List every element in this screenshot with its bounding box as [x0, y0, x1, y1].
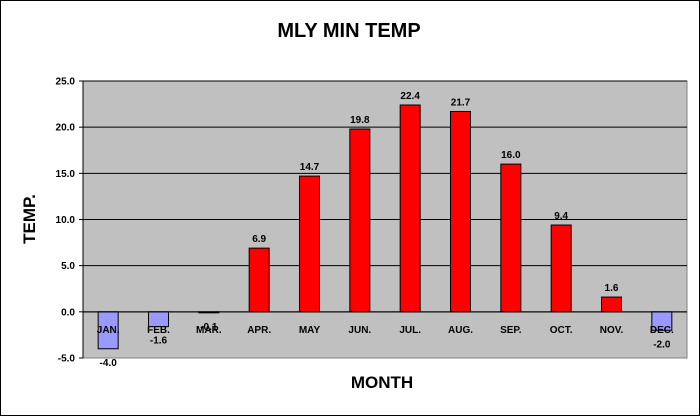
- x-category-label: JUL.: [399, 325, 421, 336]
- x-category-label: JAN.: [97, 325, 120, 336]
- data-label: -4.0: [100, 358, 118, 369]
- data-label: 19.8: [350, 115, 370, 126]
- data-label: -1.6: [150, 336, 168, 347]
- data-label: -2.0: [653, 339, 671, 350]
- x-category-label: APR.: [247, 325, 271, 336]
- bar-apr: [248, 247, 270, 313]
- y-tick-label: 20.0: [56, 123, 76, 134]
- bar-aug: [450, 110, 471, 313]
- y-tick-label: 10.0: [56, 215, 76, 226]
- data-label: 22.4: [400, 91, 420, 102]
- x-category-label: NOV.: [600, 325, 624, 336]
- bar-sep: [500, 163, 522, 313]
- chart-title: MLY MIN TEMP: [277, 20, 420, 42]
- x-category-label: MAR.: [196, 325, 222, 336]
- bar-nov: [601, 296, 622, 313]
- x-category-label: JUN.: [348, 325, 371, 336]
- y-axis-title: TEMP.: [20, 194, 39, 244]
- y-tick-label: 5.0: [61, 261, 75, 272]
- bar-jul: [399, 104, 421, 313]
- x-category-label: DEC.: [650, 325, 674, 336]
- x-category-label: OCT.: [550, 325, 573, 336]
- y-tick-label: 25.0: [56, 77, 76, 88]
- x-category-label: SEP.: [500, 325, 522, 336]
- x-axis-title: MONTH: [351, 373, 413, 392]
- data-label: -0.1: [200, 322, 218, 333]
- data-label: 21.7: [451, 97, 471, 108]
- data-label: 9.4: [554, 211, 568, 222]
- bar-may: [299, 175, 320, 313]
- x-category-label: MAY: [299, 325, 321, 336]
- x-category-label: AUG.: [448, 325, 473, 336]
- data-label: 16.0: [501, 150, 521, 161]
- x-category-label: FEB.: [147, 325, 170, 336]
- data-label: 6.9: [252, 234, 266, 245]
- y-tick-label: 0.0: [61, 307, 75, 318]
- y-tick-label: -5.0: [58, 354, 76, 365]
- plot-area: -5.0 0.0 5.0 10.0 15.0 20.0 25.0 JAN. -4.0 FEB.-1…: [56, 77, 688, 369]
- bar-oct: [550, 224, 572, 313]
- data-label: 14.7: [300, 162, 320, 173]
- bar-jun: [349, 128, 371, 313]
- y-tick-label: 15.0: [56, 169, 76, 180]
- data-label: 1.6: [605, 283, 619, 294]
